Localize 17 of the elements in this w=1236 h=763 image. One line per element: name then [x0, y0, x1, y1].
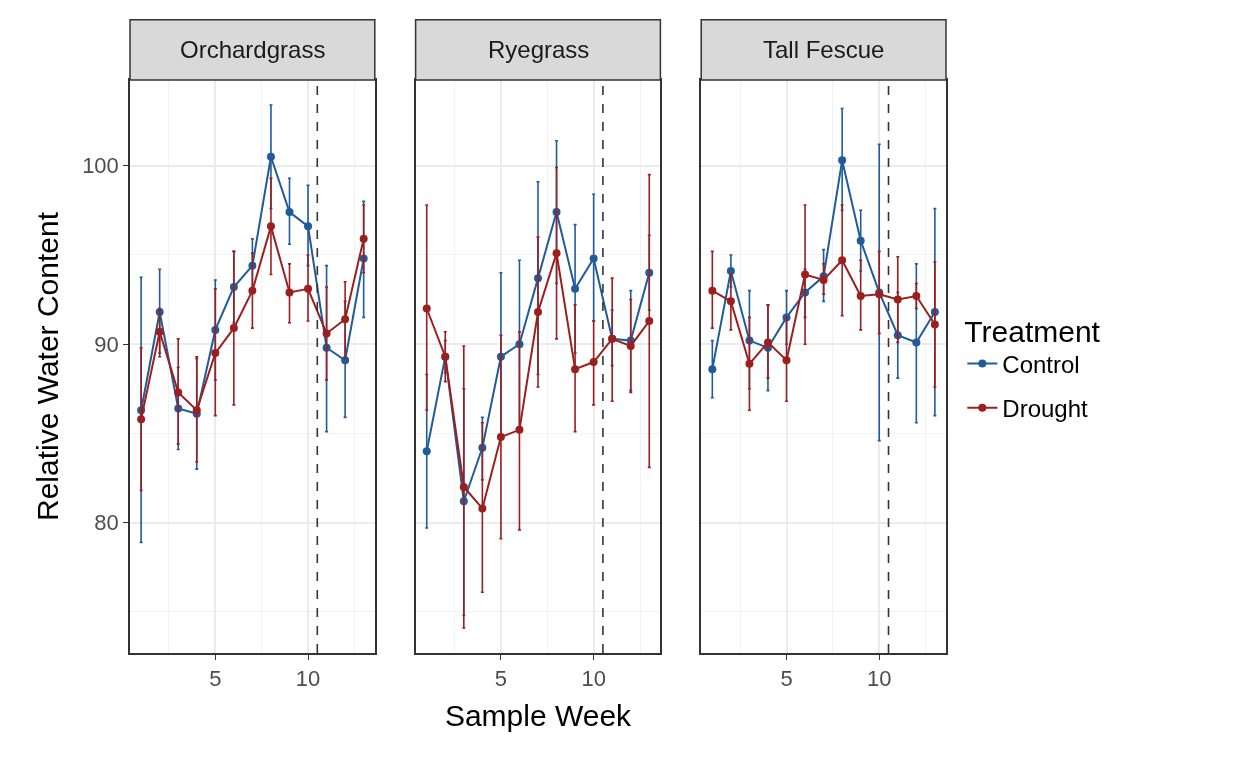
- y-tick-label: 90: [94, 331, 119, 357]
- chart-title: Orchardgrass: [180, 36, 326, 63]
- x-axis-title: Sample Week: [444, 699, 633, 733]
- legend-label: Drought: [1002, 395, 1089, 423]
- y-tick-label: 100: [82, 153, 119, 179]
- legend-label: Control: [1002, 350, 1080, 378]
- legend-title: Treatment: [964, 314, 1101, 348]
- x-tick-label: 5: [780, 666, 793, 692]
- x-tick-label: 10: [581, 666, 606, 692]
- y-axis-title: Relative Water Content: [30, 211, 64, 522]
- y-tick-label: 80: [94, 510, 119, 536]
- chart-title: Tall Fescue: [763, 36, 885, 63]
- chart-title: Ryegrass: [488, 36, 590, 63]
- x-tick-label: 10: [867, 666, 892, 692]
- x-tick-label: 10: [295, 666, 321, 692]
- x-tick-label: 5: [209, 666, 222, 692]
- x-tick-label: 5: [494, 666, 508, 692]
